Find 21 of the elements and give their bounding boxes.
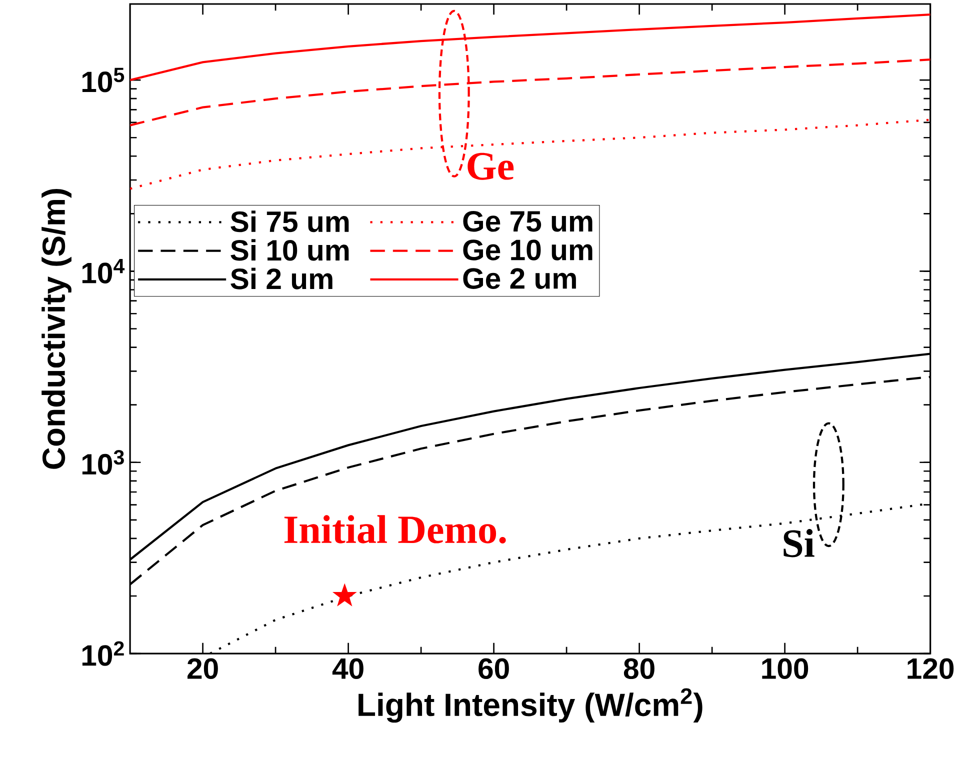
- y-tick-label: 10$^{3}$: [82, 450, 124, 475]
- annotation: Initial Demo.: [284, 515, 506, 544]
- y-tick-label: 10$^{5}$: [82, 68, 124, 92]
- annotation: Si: [784, 528, 814, 558]
- y-tick-label: 10$^{2}$: [82, 641, 124, 666]
- legend-label: Ge 10 um: [463, 239, 592, 260]
- x-axis-title: Light Intensity (W/cm$^{2}$): [358, 688, 702, 723]
- legend-label: Si 2 um: [230, 268, 332, 290]
- x-tick-label: 80: [624, 658, 654, 679]
- legend-label: Ge 2 um: [463, 268, 576, 289]
- x-tick-label: 100: [762, 658, 808, 679]
- legend-label: Si 75 um: [230, 210, 349, 232]
- x-tick-label: 120: [908, 658, 954, 679]
- x-tick-label: 20: [188, 658, 218, 679]
- x-tick-label: 60: [478, 658, 509, 679]
- annotation: Ge: [468, 152, 514, 180]
- y-axis-title: Conductivity (S/m): [42, 188, 72, 469]
- x-tick-label: 40: [332, 658, 364, 679]
- legend-label: Ge 75 um: [463, 210, 592, 232]
- legend-label: Si 10 um: [230, 239, 349, 261]
- y-tick-label: 10$^{4}$: [82, 258, 125, 284]
